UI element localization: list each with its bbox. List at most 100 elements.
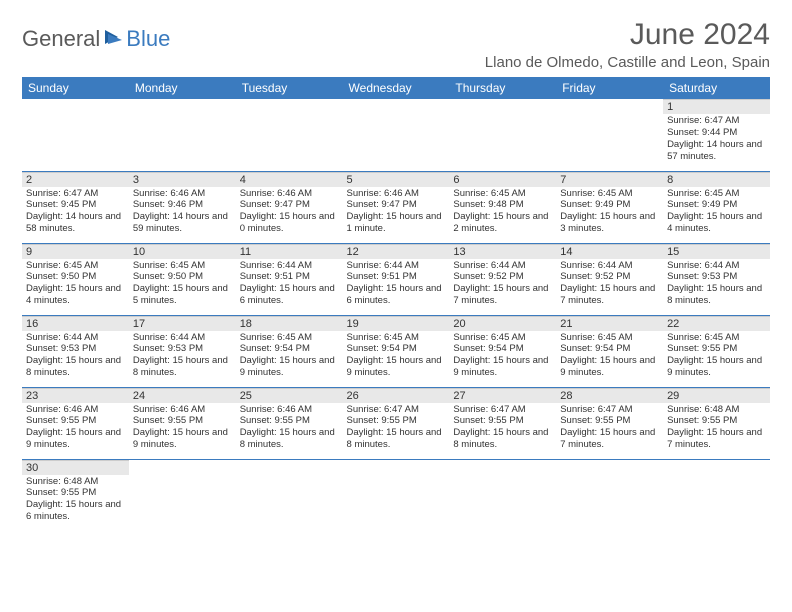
daylight-text: Daylight: 15 hours and 9 minutes. [240,355,339,379]
sunset-text: Sunset: 9:47 PM [347,199,446,211]
sunset-text: Sunset: 9:55 PM [240,415,339,427]
day-number: 13 [449,244,556,259]
calendar-day-cell: 29Sunrise: 6:48 AMSunset: 9:55 PMDayligh… [663,387,770,459]
day-number: 21 [556,316,663,331]
day-number: 15 [663,244,770,259]
calendar-day-cell: 25Sunrise: 6:46 AMSunset: 9:55 PMDayligh… [236,387,343,459]
weekday-header: Wednesday [343,77,450,99]
day-details: Sunrise: 6:44 AMSunset: 9:53 PMDaylight:… [22,331,129,383]
logo-text-blue: Blue [126,26,170,52]
day-number: 18 [236,316,343,331]
calendar-day-cell: 19Sunrise: 6:45 AMSunset: 9:54 PMDayligh… [343,315,450,387]
sunset-text: Sunset: 9:53 PM [133,343,232,355]
day-number: 14 [556,244,663,259]
day-number: 28 [556,388,663,403]
location-text: Llano de Olmedo, Castille and Leon, Spai… [485,54,770,71]
calendar-day-cell: 13Sunrise: 6:44 AMSunset: 9:52 PMDayligh… [449,243,556,315]
sunrise-text: Sunrise: 6:44 AM [453,260,552,272]
sunset-text: Sunset: 9:48 PM [453,199,552,211]
daylight-text: Daylight: 15 hours and 9 minutes. [26,427,125,451]
daylight-text: Daylight: 14 hours and 58 minutes. [26,211,125,235]
sunrise-text: Sunrise: 6:45 AM [26,260,125,272]
sunset-text: Sunset: 9:51 PM [347,271,446,283]
calendar-day-cell: 2Sunrise: 6:47 AMSunset: 9:45 PMDaylight… [22,171,129,243]
day-number: 22 [663,316,770,331]
day-number: 6 [449,172,556,187]
daylight-text: Daylight: 15 hours and 7 minutes. [667,427,766,451]
day-details: Sunrise: 6:45 AMSunset: 9:49 PMDaylight:… [663,187,770,239]
calendar-day-cell [129,99,236,171]
day-details: Sunrise: 6:46 AMSunset: 9:47 PMDaylight:… [343,187,450,239]
calendar-day-cell: 8Sunrise: 6:45 AMSunset: 9:49 PMDaylight… [663,171,770,243]
calendar-day-cell: 1Sunrise: 6:47 AMSunset: 9:44 PMDaylight… [663,99,770,171]
daylight-text: Daylight: 15 hours and 6 minutes. [26,499,125,523]
sunrise-text: Sunrise: 6:44 AM [347,260,446,272]
calendar-day-cell: 18Sunrise: 6:45 AMSunset: 9:54 PMDayligh… [236,315,343,387]
calendar-day-cell [449,99,556,171]
day-number: 10 [129,244,236,259]
sunset-text: Sunset: 9:52 PM [453,271,552,283]
sunrise-text: Sunrise: 6:47 AM [453,404,552,416]
sunrise-text: Sunrise: 6:46 AM [26,404,125,416]
calendar-day-cell: 23Sunrise: 6:46 AMSunset: 9:55 PMDayligh… [22,387,129,459]
sunset-text: Sunset: 9:55 PM [26,487,125,499]
day-details: Sunrise: 6:45 AMSunset: 9:54 PMDaylight:… [236,331,343,383]
sunrise-text: Sunrise: 6:45 AM [560,188,659,200]
day-number: 7 [556,172,663,187]
day-details: Sunrise: 6:46 AMSunset: 9:46 PMDaylight:… [129,187,236,239]
sunrise-text: Sunrise: 6:47 AM [667,115,766,127]
day-details: Sunrise: 6:47 AMSunset: 9:55 PMDaylight:… [556,403,663,455]
day-number: 2 [22,172,129,187]
calendar-day-cell: 3Sunrise: 6:46 AMSunset: 9:46 PMDaylight… [129,171,236,243]
day-details: Sunrise: 6:45 AMSunset: 9:49 PMDaylight:… [556,187,663,239]
day-details: Sunrise: 6:44 AMSunset: 9:52 PMDaylight:… [556,259,663,311]
calendar-day-cell: 28Sunrise: 6:47 AMSunset: 9:55 PMDayligh… [556,387,663,459]
daylight-text: Daylight: 14 hours and 57 minutes. [667,139,766,163]
day-details: Sunrise: 6:44 AMSunset: 9:51 PMDaylight:… [236,259,343,311]
daylight-text: Daylight: 15 hours and 4 minutes. [667,211,766,235]
day-details: Sunrise: 6:45 AMSunset: 9:54 PMDaylight:… [556,331,663,383]
daylight-text: Daylight: 15 hours and 8 minutes. [667,283,766,307]
logo: General Blue [22,26,170,52]
sunrise-text: Sunrise: 6:46 AM [347,188,446,200]
sunset-text: Sunset: 9:55 PM [26,415,125,427]
sunset-text: Sunset: 9:53 PM [26,343,125,355]
calendar-day-cell: 17Sunrise: 6:44 AMSunset: 9:53 PMDayligh… [129,315,236,387]
calendar-day-cell: 10Sunrise: 6:45 AMSunset: 9:50 PMDayligh… [129,243,236,315]
daylight-text: Daylight: 15 hours and 0 minutes. [240,211,339,235]
sunset-text: Sunset: 9:54 PM [560,343,659,355]
day-number: 8 [663,172,770,187]
calendar-day-cell [343,99,450,171]
sunrise-text: Sunrise: 6:47 AM [26,188,125,200]
sunrise-text: Sunrise: 6:47 AM [560,404,659,416]
daylight-text: Daylight: 15 hours and 7 minutes. [453,283,552,307]
calendar-week-row: 1Sunrise: 6:47 AMSunset: 9:44 PMDaylight… [22,99,770,171]
daylight-text: Daylight: 15 hours and 2 minutes. [453,211,552,235]
sunset-text: Sunset: 9:49 PM [667,199,766,211]
day-details: Sunrise: 6:47 AMSunset: 9:55 PMDaylight:… [449,403,556,455]
sunrise-text: Sunrise: 6:48 AM [667,404,766,416]
daylight-text: Daylight: 15 hours and 7 minutes. [560,427,659,451]
calendar-day-cell [556,99,663,171]
sunset-text: Sunset: 9:55 PM [133,415,232,427]
daylight-text: Daylight: 15 hours and 8 minutes. [240,427,339,451]
day-details: Sunrise: 6:44 AMSunset: 9:53 PMDaylight:… [663,259,770,311]
calendar-day-cell [556,459,663,531]
day-details: Sunrise: 6:45 AMSunset: 9:50 PMDaylight:… [129,259,236,311]
header: General Blue June 2024 Llano de Olmedo, … [22,18,770,71]
sunset-text: Sunset: 9:54 PM [453,343,552,355]
sunrise-text: Sunrise: 6:46 AM [240,188,339,200]
calendar-day-cell: 9Sunrise: 6:45 AMSunset: 9:50 PMDaylight… [22,243,129,315]
daylight-text: Daylight: 15 hours and 7 minutes. [560,283,659,307]
day-number: 23 [22,388,129,403]
sunrise-text: Sunrise: 6:45 AM [453,332,552,344]
calendar-day-cell: 21Sunrise: 6:45 AMSunset: 9:54 PMDayligh… [556,315,663,387]
calendar-day-cell [663,459,770,531]
day-details: Sunrise: 6:44 AMSunset: 9:52 PMDaylight:… [449,259,556,311]
daylight-text: Daylight: 15 hours and 1 minute. [347,211,446,235]
calendar-day-cell [236,99,343,171]
sunrise-text: Sunrise: 6:45 AM [347,332,446,344]
calendar-day-cell: 12Sunrise: 6:44 AMSunset: 9:51 PMDayligh… [343,243,450,315]
calendar-body: 1Sunrise: 6:47 AMSunset: 9:44 PMDaylight… [22,99,770,531]
sunset-text: Sunset: 9:55 PM [453,415,552,427]
